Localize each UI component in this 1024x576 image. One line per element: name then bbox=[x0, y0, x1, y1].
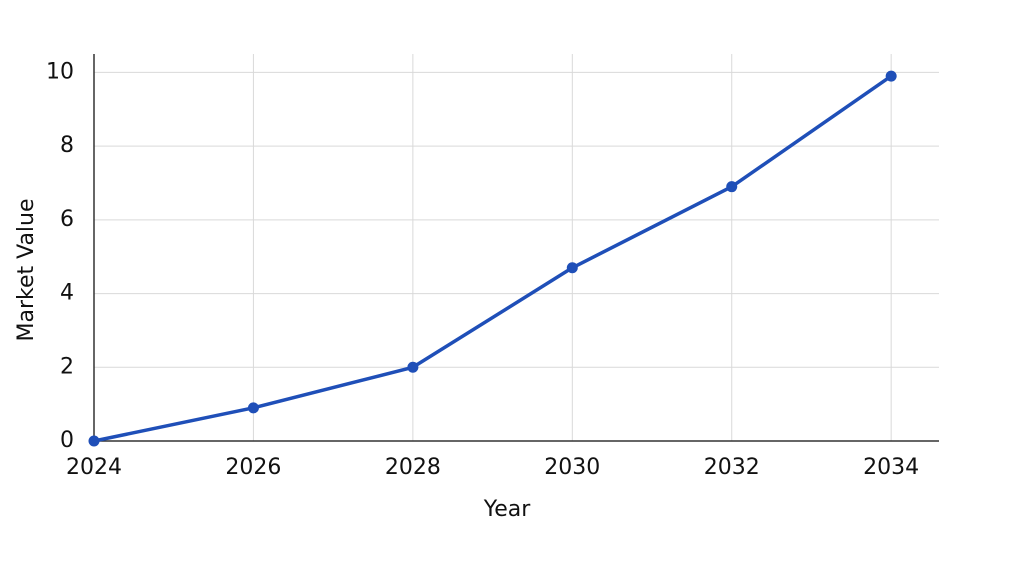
y-tick-label: 2 bbox=[60, 354, 74, 379]
point bbox=[726, 181, 738, 193]
y-tick-label: 10 bbox=[46, 59, 74, 84]
point bbox=[407, 361, 419, 373]
x-tick-label: 2032 bbox=[704, 455, 760, 480]
x-tick-label: 2028 bbox=[385, 455, 441, 480]
y-tick-label: 4 bbox=[60, 281, 74, 306]
y-tick-label: 8 bbox=[60, 133, 74, 158]
y-axis-label: Market Value bbox=[14, 198, 39, 341]
y-tick-label: 6 bbox=[60, 207, 74, 232]
x-tick-label: 2034 bbox=[863, 455, 919, 480]
point bbox=[88, 435, 100, 447]
point bbox=[885, 70, 897, 82]
line bbox=[93, 74, 893, 443]
x-axis-label: Year bbox=[483, 497, 532, 522]
x-tick-label: 2030 bbox=[544, 455, 600, 480]
point bbox=[247, 402, 259, 414]
y-tick-label: 0 bbox=[60, 428, 74, 453]
x-tick-label: 2024 bbox=[66, 455, 122, 480]
point bbox=[566, 262, 578, 274]
x-tick-label: 2026 bbox=[225, 455, 281, 480]
